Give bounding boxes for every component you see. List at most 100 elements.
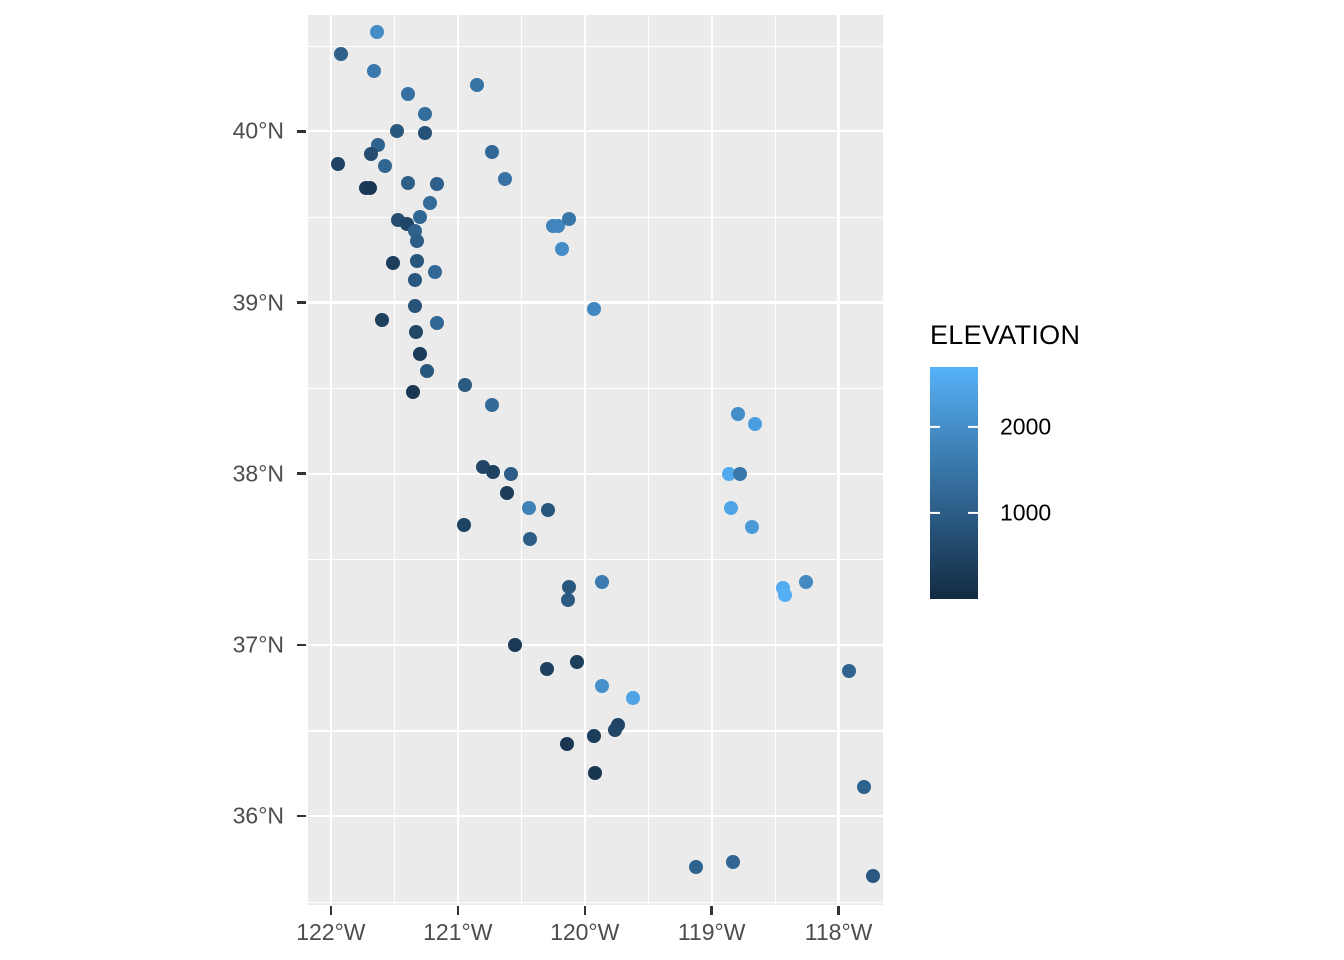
data-point [586,302,601,317]
gridline-minor-horizontal [308,216,883,219]
data-point [427,264,442,279]
data-point [417,107,432,122]
data-point [723,500,738,515]
data-point [374,312,389,327]
gridline-major-horizontal [308,643,883,646]
gridline-major-vertical [329,15,332,905]
x-tick-mark [710,906,713,915]
gridline-major-vertical [837,15,840,905]
data-point [778,588,793,603]
x-tick-label: 122°W [296,919,366,945]
data-point [523,531,538,546]
data-point [407,273,422,288]
data-point [841,663,856,678]
data-point [554,242,569,257]
gridline-major-horizontal [308,130,883,133]
x-tick-mark [329,906,333,915]
data-point [417,126,432,141]
x-tick-mark [583,906,586,915]
data-point [625,690,640,705]
gridline-major-horizontal [308,814,883,818]
data-point [726,855,741,870]
data-point [798,574,813,589]
data-point [401,175,416,190]
data-point [731,406,746,421]
data-point [570,654,585,669]
data-point [586,728,601,743]
gridline-minor-vertical [521,15,523,905]
data-point [540,502,555,517]
data-point [408,324,423,339]
data-point [331,156,346,171]
data-point [559,737,574,752]
gridline-minor-horizontal [308,45,883,47]
data-point [745,519,760,534]
data-point [485,144,500,159]
data-point [608,723,623,738]
data-point [561,593,576,608]
data-point [389,124,404,139]
data-point [334,47,348,62]
data-point [364,146,379,161]
legend-tick-mark [930,426,940,429]
data-point [497,172,512,187]
data-point [504,466,519,481]
y-tick-label: 40°N [232,117,284,144]
legend-elevation: ELEVATION 1000 2000 [925,320,1185,599]
data-point [689,860,704,875]
y-tick-label: 36°N [232,802,284,829]
gridline-major-vertical [456,15,459,905]
x-tick-mark [837,906,840,915]
gridline-minor-vertical [775,15,777,905]
legend-tick-mark [968,426,978,429]
data-point [551,218,566,233]
data-point [856,779,871,794]
x-tick-label: 121°W [423,919,493,945]
x-tick-mark [456,906,459,915]
data-point [747,417,762,432]
legend-colorbar[interactable] [930,367,978,599]
data-point [422,196,437,211]
data-point [521,500,536,515]
data-point [412,346,427,361]
data-point [539,661,554,676]
data-point [562,211,577,226]
legend-title: ELEVATION [930,320,1081,350]
data-point [486,464,501,479]
gridline-minor-horizontal [308,388,883,390]
plot-panel-wrap [308,15,883,905]
x-tick-label: 119°W [677,919,746,945]
data-point [386,256,401,271]
plot-panel [308,15,883,905]
y-tick-label: 39°N [232,289,284,316]
y-tick-mark [297,130,306,133]
legend-tick-label: 1000 [1000,499,1052,526]
y-tick-mark [297,472,306,475]
data-point [458,377,473,392]
data-point [430,316,445,331]
data-point [378,158,393,173]
data-point [369,25,384,40]
legend-tick-mark [968,511,978,515]
data-point [420,364,435,378]
gridline-major-vertical [710,15,713,905]
y-tick-mark [297,301,306,304]
gridline-minor-vertical [394,15,396,905]
y-tick-label: 38°N [232,460,284,487]
legend-colorbar-wrap[interactable]: 1000 2000 [930,367,1051,599]
y-tick-mark [297,643,306,647]
data-point [430,177,445,192]
data-point [595,678,610,693]
x-tick-label: 118°W [804,919,873,945]
gridline-major-horizontal [308,472,883,475]
y-tick-mark [297,814,306,818]
legend-tick-mark [930,511,940,515]
data-point [865,868,880,883]
data-point [367,64,381,79]
data-point [562,579,577,594]
data-point [401,86,416,101]
data-point [412,209,427,224]
data-point [363,180,378,195]
y-tick-label: 37°N [232,631,284,658]
